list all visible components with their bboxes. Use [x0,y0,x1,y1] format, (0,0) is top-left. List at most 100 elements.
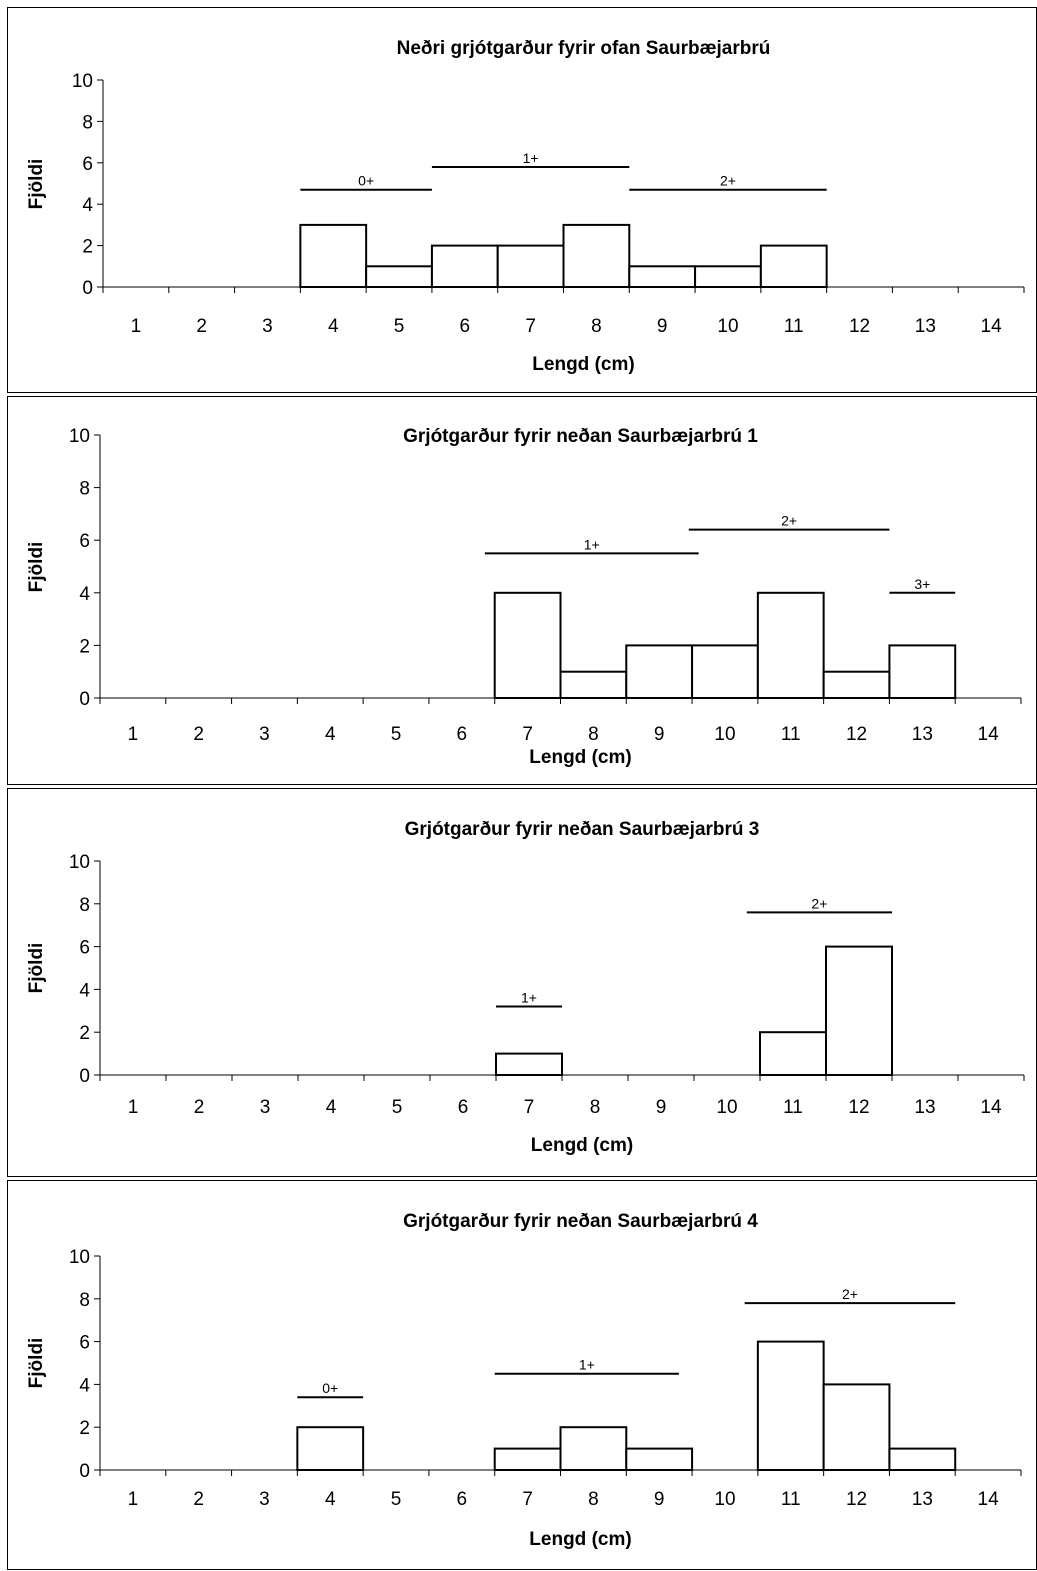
bar [559,1426,628,1471]
x-tick-label: 10 [716,1097,737,1118]
x-tick-label: 6 [457,724,468,745]
x-tick-label: 9 [656,1097,667,1118]
age-group-label: 2+ [842,1286,858,1302]
y-tick-label: 6 [82,154,93,175]
chart-panel-4: Grjótgarður fyrir neðan Saurbæjarbrú 4 Fj… [7,1180,1037,1570]
age-group-label: 2+ [811,895,827,911]
chart-title: Grjótgarður fyrir neðan Saurbæjarbrú 4 [403,1211,758,1232]
y-tick-label: 2 [82,237,93,258]
x-axis-label: Lengd (cm) [531,1135,633,1156]
x-tick-label: 13 [912,1489,933,1510]
x-tick-label: 1 [128,1489,139,1510]
x-tick-label: 2 [193,1489,204,1510]
bar [562,223,631,288]
bar [559,670,628,700]
x-tick-label: 14 [980,1097,1002,1118]
x-tick-label: 1 [128,724,139,745]
bar [759,244,828,289]
x-tick-label: 9 [654,1489,665,1510]
y-axis-label: Fjöldi [26,159,47,210]
age-group-label: 1+ [579,1357,595,1373]
x-tick-label: 5 [391,1489,402,1510]
y-tick-label: 0 [79,689,90,710]
x-tick-label: 10 [717,316,738,337]
x-tick-label: 2 [196,316,207,337]
x-tick-label: 2 [194,1097,205,1118]
bar [625,1447,694,1472]
x-tick-label: 10 [714,1489,735,1510]
chart-4-svg: Grjótgarður fyrir neðan Saurbæjarbrú 4 Fj… [26,1211,1022,1550]
x-tick-label: 11 [781,724,801,745]
bar [296,1426,365,1471]
y-tick-label: 8 [79,1290,90,1311]
y-axis-label: Fjöldi [26,943,47,994]
y-axis-label: Fjöldi [26,542,47,593]
x-tick-label: 8 [590,1097,601,1118]
age-group-label: 2+ [720,173,736,189]
x-tick-label: 4 [325,1489,336,1510]
x-tick-label: 7 [522,1489,533,1510]
chart-1-svg: Neðri grjótgarður fyrir ofan Saurbæjarbr… [26,38,1025,375]
y-tick-label: 10 [69,426,90,447]
y-tick-label: 4 [79,1375,90,1396]
x-axis-label: Lengd (cm) [532,354,634,375]
y-tick-label: 2 [79,636,90,657]
y-tick-label: 6 [79,531,90,552]
x-tick-label: 12 [848,1097,869,1118]
bar [493,1447,562,1472]
y-tick-label: 8 [82,112,93,133]
bar [496,244,565,289]
x-tick-label: 5 [391,724,402,745]
age-group-label: 2+ [781,513,797,529]
x-tick-label: 2 [193,724,204,745]
y-tick-label: 4 [79,584,90,605]
chart-title: Neðri grjótgarður fyrir ofan Saurbæjarbr… [397,38,771,59]
x-tick-label: 14 [981,316,1003,337]
bar [365,265,433,288]
x-tick-label: 13 [912,724,933,745]
x-tick-label: 7 [522,724,533,745]
x-tick-label: 3 [259,724,270,745]
bar [756,591,825,699]
chart-panel-3: Grjótgarður fyrir neðan Saurbæjarbrú 3 Fj… [7,788,1037,1177]
x-tick-label: 1 [131,316,142,337]
x-tick-label: 12 [846,1489,867,1510]
x-tick-label: 1 [128,1097,139,1118]
y-tick-label: 0 [79,1461,90,1482]
x-tick-label: 4 [325,724,336,745]
x-tick-label: 6 [457,1489,468,1510]
age-group-label: 1+ [584,536,600,552]
bar [694,265,762,288]
x-tick-label: 4 [326,1097,337,1118]
bar [759,1031,827,1076]
bar [495,1052,563,1077]
y-tick-label: 2 [79,1023,90,1044]
y-tick-label: 0 [79,1066,90,1087]
x-tick-label: 11 [784,316,804,337]
x-tick-label: 9 [657,316,668,337]
x-tick-label: 3 [260,1097,271,1118]
bar [493,591,562,699]
age-group-label: 1+ [521,990,537,1006]
age-group-label: 0+ [358,173,374,189]
y-tick-label: 10 [72,71,93,92]
chart-2-svg: Grjótgarður fyrir neðan Saurbæjarbrú 1 Fj… [26,426,1022,768]
x-tick-label: 8 [588,724,599,745]
x-tick-label: 14 [978,724,1000,745]
x-axis-label: Lengd (cm) [529,747,631,768]
chart-panel-1: Neðri grjótgarður fyrir ofan Saurbæjarbr… [7,7,1037,393]
bar [825,945,893,1076]
y-tick-label: 6 [79,938,90,959]
y-tick-label: 6 [79,1333,90,1354]
bar [628,265,697,288]
y-tick-label: 8 [79,895,90,916]
chart-title: Grjótgarður fyrir neðan Saurbæjarbrú 3 [405,819,760,840]
y-tick-label: 4 [82,195,93,216]
x-tick-label: 11 [781,1489,801,1510]
bar [430,244,499,289]
y-tick-label: 4 [79,980,90,1001]
x-tick-label: 7 [524,1097,535,1118]
x-tick-label: 7 [525,316,536,337]
x-tick-label: 13 [914,1097,935,1118]
x-tick-label: 5 [394,316,405,337]
